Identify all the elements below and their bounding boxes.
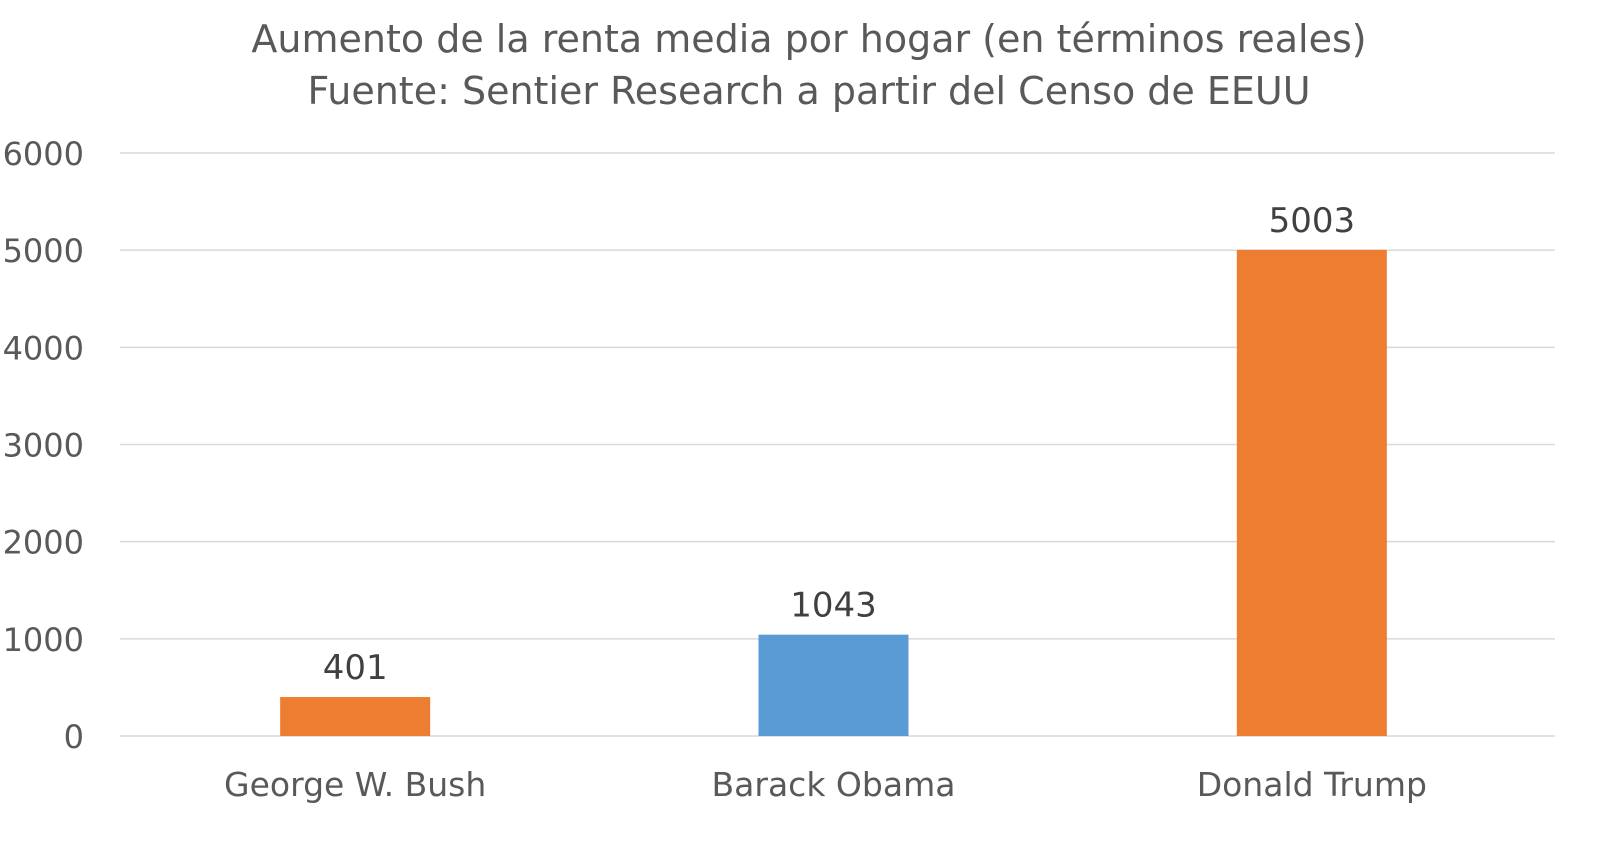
- y-tick-label: 3000: [3, 427, 84, 465]
- y-tick-label: 5000: [3, 232, 84, 270]
- chart-subtitle: Fuente: Sentier Research a partir del Ce…: [307, 69, 1310, 113]
- y-tick-label: 4000: [3, 329, 84, 367]
- x-category-label: Barack Obama: [712, 765, 956, 804]
- x-category-label: George W. Bush: [224, 765, 486, 804]
- y-tick-label: 2000: [3, 524, 84, 562]
- data-label: 401: [323, 648, 388, 688]
- bar: [758, 634, 909, 736]
- bar: [280, 697, 431, 736]
- data-label: 5003: [1269, 201, 1356, 241]
- chart-title: Aumento de la renta media por hogar (en …: [251, 17, 1366, 61]
- y-tick-label: 1000: [3, 621, 84, 659]
- x-category-label: Donald Trump: [1197, 765, 1427, 804]
- y-tick-label: 0: [64, 718, 84, 756]
- y-tick-label: 6000: [3, 135, 84, 173]
- bar: [1236, 249, 1387, 736]
- data-label: 1043: [790, 586, 877, 626]
